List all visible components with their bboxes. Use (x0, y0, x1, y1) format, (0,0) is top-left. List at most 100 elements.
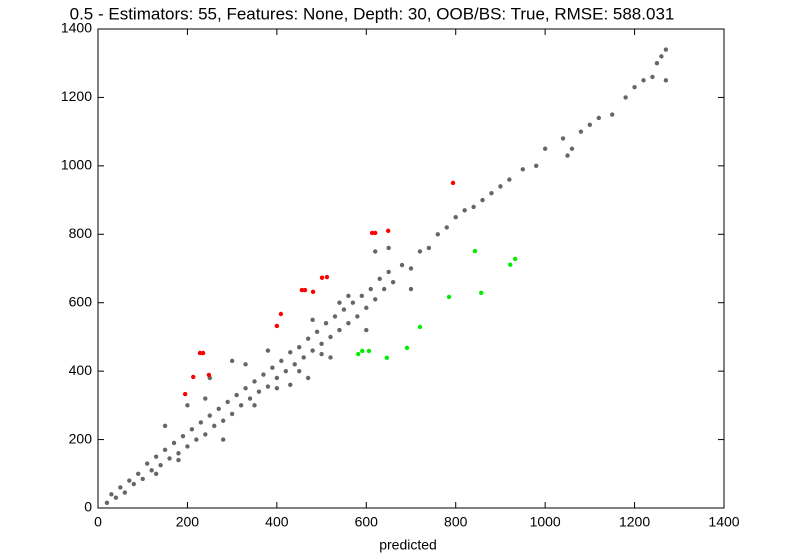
point (350, 300, 356, 305)
point (247, 396, 253, 401)
point (274, 386, 280, 391)
point (390, 279, 396, 285)
x-tick-label: 800 (444, 514, 468, 530)
point (489, 191, 494, 196)
point (203, 396, 208, 401)
point (332, 314, 338, 319)
point (197, 350, 203, 356)
point (384, 355, 390, 360)
y-tick-label: 200 (69, 430, 93, 446)
point (191, 374, 196, 380)
y-tick-label: 0 (84, 499, 92, 515)
point (301, 355, 306, 360)
point (176, 457, 181, 463)
point (180, 433, 186, 439)
point (319, 275, 325, 280)
point (446, 294, 452, 300)
point (212, 423, 217, 429)
point (641, 78, 646, 83)
point (373, 297, 378, 302)
point (171, 440, 177, 446)
point (206, 372, 212, 378)
point (610, 112, 615, 117)
point (185, 444, 190, 449)
point (324, 274, 330, 280)
point (229, 411, 235, 417)
point (288, 350, 293, 355)
point (182, 391, 188, 397)
point (194, 437, 199, 442)
point (472, 248, 478, 254)
point (203, 432, 208, 437)
y-tick-label: 400 (69, 362, 93, 378)
x-tick-label: 600 (355, 514, 379, 530)
point (261, 372, 266, 377)
point (265, 384, 271, 389)
point (508, 262, 513, 267)
point (279, 358, 284, 364)
point (377, 276, 382, 281)
point (404, 345, 410, 351)
point (399, 262, 405, 268)
point (507, 177, 512, 182)
point (310, 289, 316, 294)
point (341, 307, 347, 312)
point (386, 245, 391, 251)
point (328, 355, 333, 360)
point (565, 153, 570, 158)
y-tick-label: 600 (69, 293, 93, 309)
plot-frame (97, 28, 725, 509)
y-tick-label: 1200 (61, 88, 92, 104)
point (104, 500, 110, 506)
point (323, 321, 329, 326)
point (534, 163, 539, 169)
point (479, 290, 484, 295)
x-tick-label: 200 (176, 514, 200, 530)
point (386, 269, 391, 275)
point (292, 362, 297, 367)
point (337, 327, 342, 333)
point (274, 375, 280, 381)
point (450, 180, 456, 186)
point (417, 324, 423, 330)
point (238, 403, 244, 408)
point (256, 389, 262, 394)
point (140, 476, 145, 482)
point (216, 406, 221, 411)
y-tick-label: 1000 (61, 157, 92, 173)
point (426, 245, 432, 251)
point (654, 61, 660, 66)
point (346, 321, 351, 326)
point (417, 249, 423, 254)
point (225, 399, 230, 405)
x-tick-label: 400 (265, 514, 289, 530)
point (127, 478, 132, 483)
point (623, 95, 628, 100)
point (310, 317, 315, 323)
point (319, 351, 324, 357)
point (305, 336, 311, 341)
point (221, 437, 226, 442)
point (498, 184, 503, 189)
x-tick-label: 1400 (708, 514, 739, 530)
point (364, 327, 369, 333)
point (444, 225, 449, 230)
point (663, 47, 669, 52)
point (229, 358, 235, 364)
x-tick-label: 1200 (619, 514, 650, 530)
point (176, 451, 181, 456)
point (385, 228, 391, 234)
point (480, 197, 485, 203)
point (131, 481, 136, 487)
point (663, 78, 669, 83)
point (278, 311, 284, 317)
point (373, 249, 378, 254)
point (198, 420, 204, 425)
point (118, 485, 123, 490)
point (520, 167, 525, 172)
point (356, 351, 361, 357)
x-axis-label: predicted (379, 537, 437, 553)
x-tick-label: 1000 (530, 514, 561, 530)
chart-title: 0.5 - Estimators: 55, Features: None, De… (70, 4, 675, 23)
